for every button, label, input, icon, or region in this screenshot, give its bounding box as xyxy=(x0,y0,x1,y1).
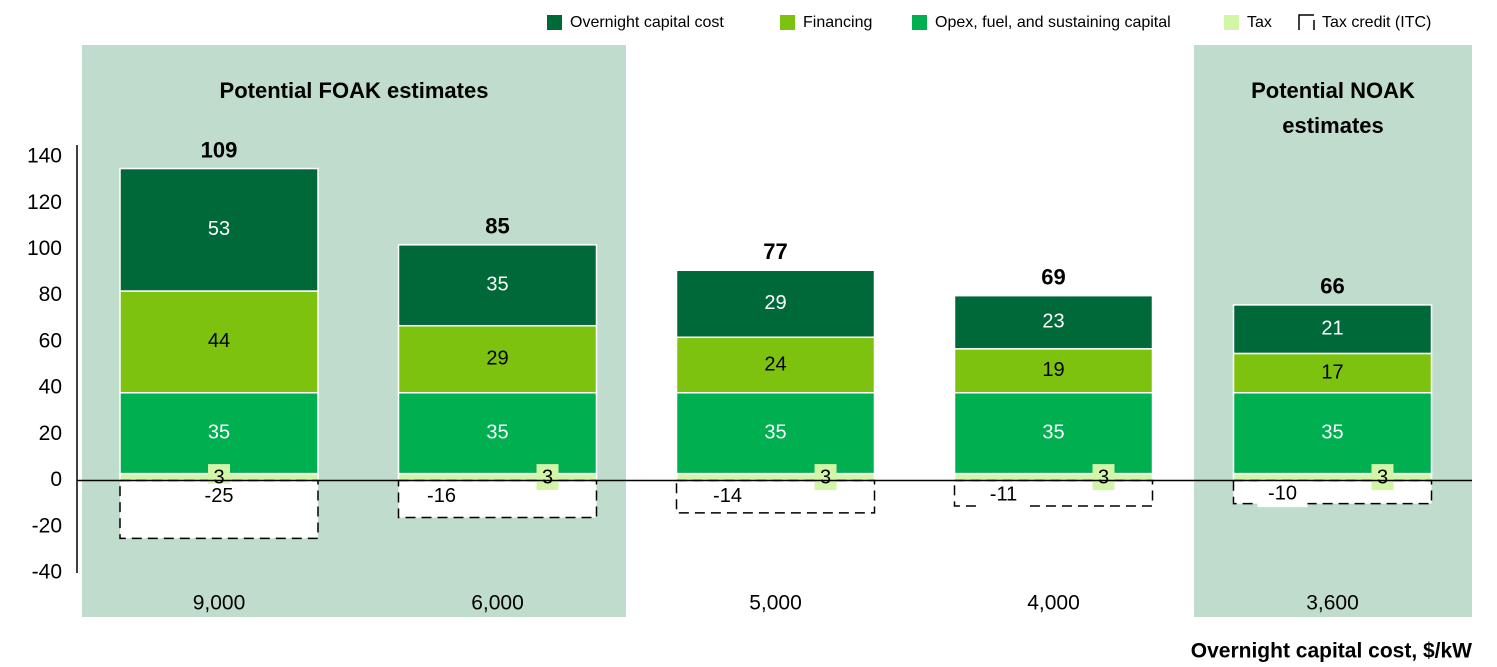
bar-segment xyxy=(397,472,598,482)
y-tick-label: -20 xyxy=(32,514,62,537)
total-label: 109 xyxy=(201,137,238,162)
x-tick-label: 4,000 xyxy=(1027,592,1080,615)
y-tick-label: 120 xyxy=(27,191,62,214)
x-tick-label: 6,000 xyxy=(471,592,524,615)
bar-segment xyxy=(1232,304,1433,355)
label-box xyxy=(416,483,467,510)
bar-segment xyxy=(397,324,598,394)
legend-label: Tax xyxy=(1247,14,1272,31)
value-label: 21 xyxy=(1321,317,1343,339)
value-label: 3 xyxy=(542,466,553,488)
legend-swatch xyxy=(1224,15,1239,30)
bar-segment xyxy=(397,391,598,475)
legend-swatch xyxy=(912,15,927,30)
y-tick-label: 0 xyxy=(50,468,62,491)
bar-segment xyxy=(119,290,319,394)
bar-segment xyxy=(675,472,876,482)
value-label: -25 xyxy=(205,485,234,507)
legend-swatch xyxy=(1298,14,1315,30)
value-label: -10 xyxy=(1268,482,1297,504)
y-tick-label: -40 xyxy=(32,561,62,584)
legend-label: Overnight capital cost xyxy=(570,14,724,31)
label-box xyxy=(1371,464,1394,491)
label-box xyxy=(536,464,559,491)
label-box xyxy=(702,483,753,510)
y-tick-label: 60 xyxy=(39,329,62,352)
y-tick-label: 80 xyxy=(39,283,62,306)
label-box xyxy=(814,464,837,491)
value-label: 35 xyxy=(1042,421,1064,443)
bar-segment xyxy=(675,391,876,475)
bar-segment xyxy=(397,244,598,327)
value-label: 3 xyxy=(1377,466,1388,488)
value-label: 29 xyxy=(486,348,508,370)
bar-segment xyxy=(953,294,1154,350)
bar-segment xyxy=(1232,391,1433,475)
legend-label: Tax credit (ITC) xyxy=(1322,14,1431,31)
value-label: 3 xyxy=(820,466,831,488)
legend-swatch xyxy=(547,15,562,30)
y-tick-label: 20 xyxy=(39,422,62,445)
value-label: 35 xyxy=(1321,421,1343,443)
value-label: -11 xyxy=(990,484,1017,506)
annotation: estimates xyxy=(1282,113,1384,138)
value-label: 35 xyxy=(764,421,786,443)
label-box xyxy=(978,482,1029,509)
value-label: -14 xyxy=(713,485,742,507)
bar-segment xyxy=(119,167,319,292)
y-tick-label: 100 xyxy=(27,237,62,260)
x-tick-label: 3,600 xyxy=(1306,592,1359,615)
y-tick-label: 140 xyxy=(27,145,62,168)
legend-swatch xyxy=(780,15,795,30)
value-label: 3 xyxy=(213,466,224,488)
total-label: 66 xyxy=(1320,274,1344,299)
annotation: Potential NOAK xyxy=(1251,78,1415,103)
value-label: 29 xyxy=(764,292,786,314)
value-label: 44 xyxy=(208,330,230,352)
legend-label: Opex, fuel, and sustaining capital xyxy=(935,14,1171,31)
bar-segment xyxy=(1232,472,1433,482)
y-tick-label: 40 xyxy=(39,376,62,399)
total-label: 69 xyxy=(1041,264,1065,289)
value-label: 35 xyxy=(486,274,508,296)
bar-segment xyxy=(675,336,876,394)
label-box xyxy=(1257,481,1308,508)
legend-label: Financing xyxy=(803,14,872,31)
label-box xyxy=(1092,464,1115,491)
value-label: 17 xyxy=(1321,361,1343,383)
bar-segment xyxy=(675,269,876,339)
value-label: -16 xyxy=(427,485,456,507)
bar-segment xyxy=(953,472,1154,482)
total-label: 77 xyxy=(763,239,787,264)
bar-segment xyxy=(953,391,1154,475)
value-label: 19 xyxy=(1042,359,1064,381)
label-box xyxy=(194,483,244,510)
value-label: 53 xyxy=(208,218,230,240)
x-axis-title: Overnight capital cost, $/kW xyxy=(1191,640,1472,663)
total-label: 85 xyxy=(485,214,509,239)
value-label: 3 xyxy=(1098,466,1109,488)
value-label: 35 xyxy=(486,421,508,443)
value-label: 35 xyxy=(208,421,230,443)
value-label: 23 xyxy=(1042,311,1064,333)
value-label: 24 xyxy=(764,353,786,375)
x-tick-label: 9,000 xyxy=(193,592,246,615)
bar-segment xyxy=(953,348,1154,394)
x-tick-label: 5,000 xyxy=(749,592,802,615)
annotation: Potential FOAK estimates xyxy=(220,78,489,103)
